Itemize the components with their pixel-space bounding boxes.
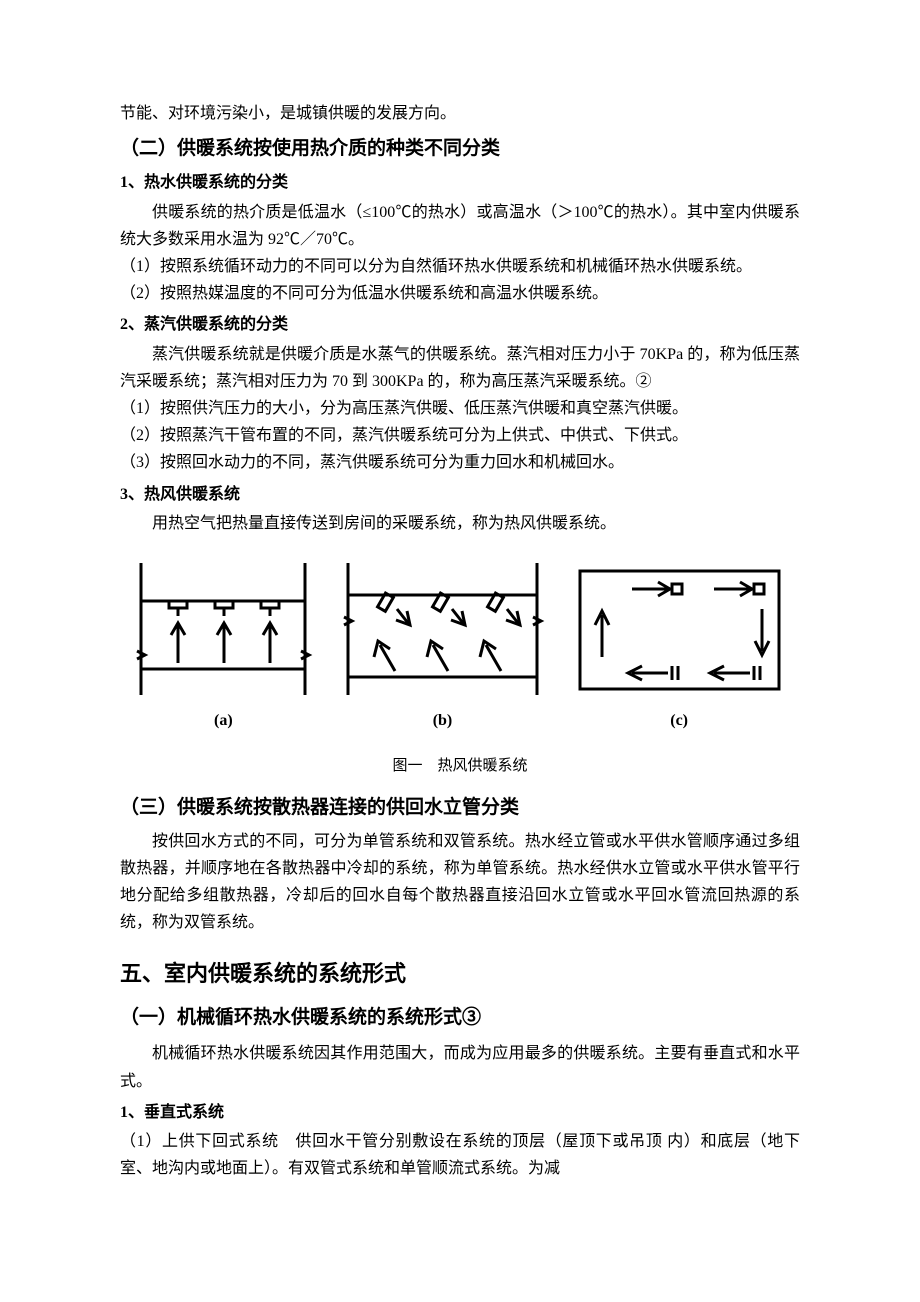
p-mechanical-cycle: 机械循环热水供暖系统因其作用范围大，而成为应用最多的供暖系统。主要有垂直式和水平… — [120, 1040, 800, 1094]
heading-3-hot-water: 1、热水供暖系统的分类 — [120, 169, 800, 196]
subfig-b: (b) — [340, 559, 545, 734]
diagram-b-icon — [340, 559, 545, 699]
s4-p1: （1）上供下回式系统 供回水干管分别敷设在系统的顶层（屋顶下或吊顶 内）和底层（… — [120, 1128, 800, 1182]
diagram-a-icon — [133, 559, 313, 699]
s1-p2: （1）按照系统循环动力的不同可以分为自然循环热水供暖系统和机械循环热水供暖系统。 — [120, 253, 800, 280]
heading-3-hot-air: 3、热风供暖系统 — [120, 481, 800, 508]
p-pipe-classification: 按供回水方式的不同，可分为单管系统和双管系统。热水经立管或水平供水管顺序通过多组… — [120, 828, 800, 937]
s2-p1: 蒸汽供暖系统就是供暖介质是水蒸气的供暖系统。蒸汽相对压力小于 70KPa 的，称… — [120, 341, 800, 395]
s1-p3: （2）按照热媒温度的不同可分为低温水供暖系统和高温水供暖系统。 — [120, 280, 800, 307]
figure-caption: 图一 热风供暖系统 — [120, 754, 800, 780]
heading-1-section-5: 五、室内供暖系统的系统形式 — [120, 955, 800, 992]
diagram-c-icon — [572, 559, 787, 699]
subfig-a: (a) — [133, 559, 313, 734]
subfig-c: (c) — [572, 559, 787, 734]
s3-p1: 用热空气把热量直接传送到房间的采暖系统，称为热风供暖系统。 — [120, 510, 800, 537]
s2-p4: （3）按照回水动力的不同，蒸汽供暖系统可分为重力回水和机械回水。 — [120, 449, 800, 476]
subfig-a-label: (a) — [214, 707, 233, 734]
heading-3-vertical: 1、垂直式系统 — [120, 1099, 800, 1126]
heading-2-pipe-classification: （三）供暖系统按散热器连接的供回水立管分类 — [120, 792, 800, 824]
heading-2-classification-medium: （二）供暖系统按使用热介质的种类不同分类 — [120, 133, 800, 165]
s2-p2: （1）按照供汽压力的大小，分为高压蒸汽供暖、低压蒸汽供暖和真空蒸汽供暖。 — [120, 395, 800, 422]
figure-row: (a) — [120, 559, 800, 734]
heading-2-mechanical-cycle: （一）机械循环热水供暖系统的系统形式③ — [120, 1002, 800, 1034]
heading-3-steam: 2、蒸汽供暖系统的分类 — [120, 311, 800, 338]
subfig-b-label: (b) — [433, 707, 453, 734]
s1-p1: 供暖系统的热介质是低温水（≤100℃的热水）或高温水（＞100℃的热水）。其中室… — [120, 199, 800, 253]
subfig-c-label: (c) — [670, 707, 688, 734]
intro-paragraph: 节能、对环境污染小，是城镇供暖的发展方向。 — [120, 100, 800, 127]
s2-p3: （2）按照蒸汽干管布置的不同，蒸汽供暖系统可分为上供式、中供式、下供式。 — [120, 422, 800, 449]
